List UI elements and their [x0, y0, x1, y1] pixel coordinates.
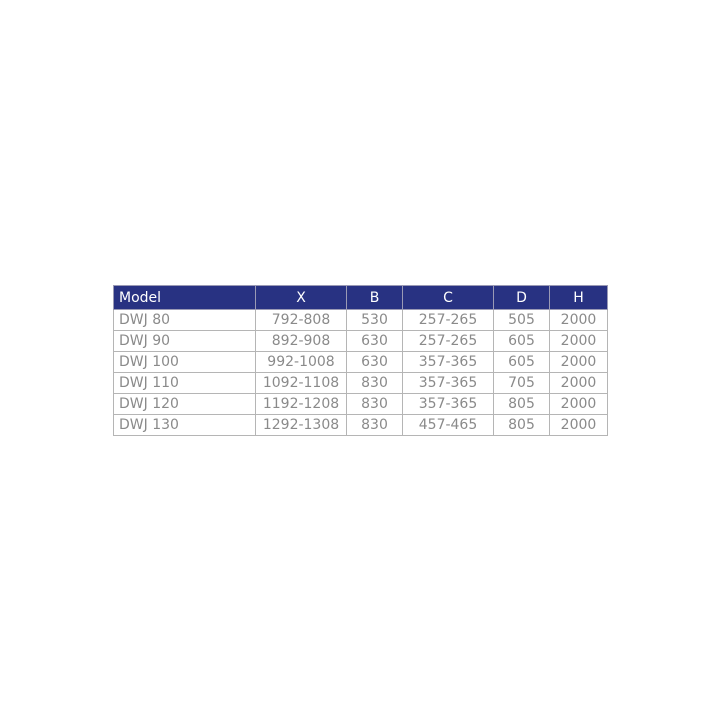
cell-model: DWJ 120	[113, 393, 256, 415]
table-row: DWJ 110 1092-1108 830 357-365 705 2000	[113, 372, 608, 394]
cell-c: 457-465	[402, 414, 494, 436]
cell-h: 2000	[549, 309, 608, 331]
cell-model: DWJ 90	[113, 330, 256, 352]
cell-h: 2000	[549, 330, 608, 352]
cell-b: 630	[346, 351, 403, 373]
cell-x: 1092-1108	[255, 372, 347, 394]
cell-model: DWJ 80	[113, 309, 256, 331]
dimensions-table: Model X B C D H DWJ 80 792-808 530 257-265 505 200…	[113, 285, 608, 436]
cell-h: 2000	[549, 393, 608, 415]
cell-h: 2000	[549, 372, 608, 394]
cell-x: 892-908	[255, 330, 347, 352]
cell-x: 992-1008	[255, 351, 347, 373]
cell-h: 2000	[549, 351, 608, 373]
cell-c: 357-365	[402, 372, 494, 394]
column-header-d: D	[493, 285, 550, 310]
cell-c: 257-265	[402, 330, 494, 352]
cell-x: 1192-1208	[255, 393, 347, 415]
cell-model: DWJ 110	[113, 372, 256, 394]
cell-model: DWJ 130	[113, 414, 256, 436]
cell-x: 792-808	[255, 309, 347, 331]
column-header-c: C	[402, 285, 494, 310]
cell-b: 530	[346, 309, 403, 331]
column-header-model: Model	[113, 285, 256, 310]
cell-b: 830	[346, 393, 403, 415]
cell-c: 357-365	[402, 351, 494, 373]
column-header-b: B	[346, 285, 403, 310]
table-row: DWJ 80 792-808 530 257-265 505 2000	[113, 309, 608, 331]
header-row: Model X B C D H	[113, 285, 608, 310]
table-row: DWJ 90 892-908 630 257-265 605 2000	[113, 330, 608, 352]
cell-d: 605	[493, 351, 550, 373]
cell-d: 805	[493, 414, 550, 436]
cell-b: 630	[346, 330, 403, 352]
table-row: DWJ 120 1192-1208 830 357-365 805 2000	[113, 393, 608, 415]
cell-b: 830	[346, 372, 403, 394]
cell-d: 605	[493, 330, 550, 352]
cell-d: 705	[493, 372, 550, 394]
cell-model: DWJ 100	[113, 351, 256, 373]
table-row: DWJ 130 1292-1308 830 457-465 805 2000	[113, 414, 608, 436]
cell-d: 505	[493, 309, 550, 331]
cell-x: 1292-1308	[255, 414, 347, 436]
cell-b: 830	[346, 414, 403, 436]
column-header-x: X	[255, 285, 347, 310]
column-header-h: H	[549, 285, 608, 310]
cell-d: 805	[493, 393, 550, 415]
cell-c: 257-265	[402, 309, 494, 331]
cell-c: 357-365	[402, 393, 494, 415]
table-row: DWJ 100 992-1008 630 357-365 605 2000	[113, 351, 608, 373]
cell-h: 2000	[549, 414, 608, 436]
